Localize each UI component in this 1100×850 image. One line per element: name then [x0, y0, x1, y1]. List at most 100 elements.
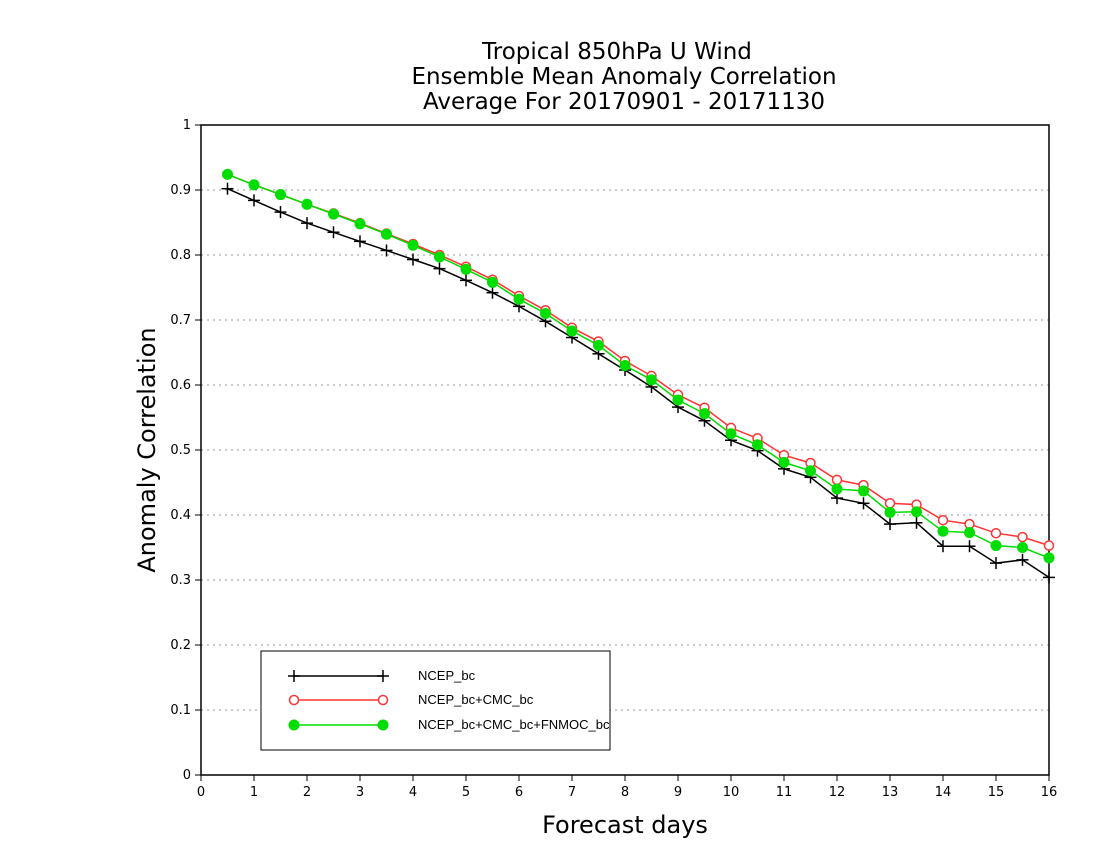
data-point — [884, 498, 896, 509]
data-point — [831, 483, 843, 495]
data-point — [937, 525, 949, 537]
data-point — [805, 465, 816, 477]
y-tick-label: 0.2 — [170, 638, 191, 653]
data-point — [566, 325, 578, 337]
x-tick-label: 15 — [988, 785, 1005, 800]
data-point — [381, 228, 392, 240]
x-tick-label: 0 — [197, 785, 205, 800]
data-point — [937, 514, 949, 526]
y-tick-label: 1 — [183, 118, 191, 133]
data-point — [328, 208, 339, 220]
data-point — [857, 497, 870, 510]
y-tick-label: 0.5 — [170, 443, 191, 458]
legend-marker — [377, 719, 389, 731]
x-tick-label: 10 — [723, 785, 740, 800]
data-point — [990, 527, 1002, 539]
series-2 — [222, 168, 1055, 564]
data-point — [831, 474, 843, 486]
data-point — [990, 557, 1002, 570]
y-tick-label: 0.8 — [170, 248, 191, 263]
x-tick-label: 16 — [1041, 785, 1058, 800]
data-point — [486, 286, 499, 299]
data-point — [1017, 531, 1028, 543]
data-point — [274, 206, 287, 219]
x-axis-label: Forecast days — [542, 811, 708, 839]
data-point — [380, 244, 393, 257]
data-point — [646, 374, 657, 386]
data-point — [884, 506, 896, 518]
data-point — [1043, 552, 1055, 564]
legend-label: NCEP_bc — [418, 668, 476, 683]
legend-label: NCEP_bc+CMC_bc+FNMOC_bc — [418, 717, 610, 732]
x-tick-label: 6 — [515, 785, 523, 800]
data-point — [487, 276, 498, 288]
data-point — [619, 360, 631, 371]
data-point — [699, 408, 710, 420]
data-point — [752, 439, 763, 451]
data-point — [222, 168, 233, 180]
legend: NCEP_bc NCEP_bc+CMC_bc NCEP_bc+CMC_bc+FNMO… — [260, 650, 611, 751]
legend-label: NCEP_bc+CMC_bc — [418, 692, 534, 707]
x-tick-label: 2 — [303, 785, 311, 800]
data-point — [540, 308, 551, 319]
data-point — [275, 189, 286, 201]
data-point — [248, 179, 260, 191]
data-point — [911, 506, 922, 518]
x-tick-label: 1 — [250, 785, 258, 800]
data-point — [1016, 553, 1029, 566]
data-point — [460, 263, 472, 275]
data-point — [593, 339, 604, 351]
data-point — [937, 540, 949, 553]
legend-marker — [377, 670, 389, 682]
axis-ticks: 00.10.20.30.40.50.60.70.80.910 1 2 3 4 5 6 7 8 9 1… — [170, 118, 1057, 800]
data-point — [513, 293, 525, 305]
data-point — [672, 394, 684, 406]
data-point — [434, 251, 445, 263]
series-layer — [221, 168, 1055, 584]
x-tick-label: 8 — [621, 785, 629, 800]
data-point — [778, 456, 790, 468]
x-tick-label: 14 — [935, 785, 952, 800]
series-line — [227, 173, 1050, 559]
data-point — [964, 527, 975, 539]
x-tick-label: 4 — [409, 785, 417, 800]
x-tick-label: 3 — [356, 785, 364, 800]
data-point — [407, 239, 419, 251]
x-tick-label: 5 — [462, 785, 470, 800]
series-line — [227, 173, 1050, 547]
data-point — [248, 194, 260, 207]
data-point — [1043, 571, 1055, 584]
legend-item: NCEP_bc+CMC_bc — [288, 692, 534, 707]
y-axis-label: Anomaly Correlation — [133, 327, 161, 572]
grid — [201, 189, 1049, 711]
legend-item: NCEP_bc — [288, 668, 476, 683]
y-tick-label: 0.4 — [170, 508, 191, 523]
y-tick-label: 0 — [183, 768, 191, 783]
data-point — [460, 274, 472, 287]
title-line-3: Average For 20170901 - 20171130 — [423, 89, 825, 115]
legend-marker — [288, 719, 300, 731]
x-tick-label: 12 — [829, 785, 846, 800]
series-0 — [221, 182, 1055, 584]
data-point — [221, 182, 234, 195]
y-tick-label: 0.3 — [170, 573, 191, 588]
data-point — [433, 262, 446, 275]
data-point — [407, 253, 419, 266]
data-point — [301, 217, 313, 230]
x-tick-label: 9 — [674, 785, 682, 800]
y-tick-label: 0.6 — [170, 378, 191, 393]
y-tick-label: 0.9 — [170, 183, 191, 198]
data-point — [990, 540, 1002, 552]
title-line-2: Ensemble Mean Anomaly Correlation — [411, 64, 836, 90]
data-point — [327, 226, 340, 239]
data-point — [354, 218, 366, 230]
data-point — [858, 485, 869, 497]
title-line-1: Tropical 850hPa U Wind — [481, 39, 752, 65]
data-point — [963, 540, 976, 553]
x-tick-label: 13 — [882, 785, 899, 800]
series-1 — [222, 169, 1055, 551]
data-point — [725, 428, 737, 440]
legend-item: NCEP_bc+CMC_bc+FNMOC_bc — [288, 717, 610, 732]
y-tick-label: 0.7 — [170, 313, 191, 328]
